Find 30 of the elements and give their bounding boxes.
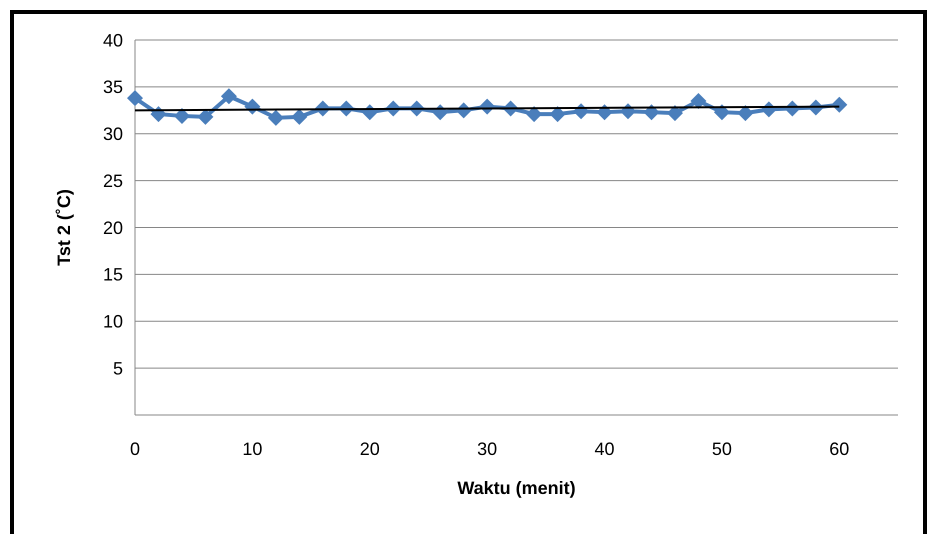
point [268,110,284,126]
y-tick-label: 35 [102,77,123,98]
x-tick-label: 20 [360,439,380,459]
x-tick-label: 30 [477,439,498,459]
y-tick-label: 10 [102,312,123,332]
point [127,90,143,106]
x-tick-label: 60 [829,439,850,459]
point [690,92,706,109]
point [291,108,308,125]
point [714,104,730,120]
y-tick-label: 40 [102,30,123,50]
y-tick-label: 20 [102,218,123,238]
point [197,108,214,125]
point [737,105,754,122]
x-tick-label: 50 [712,439,732,459]
y-tick-label: 5 [112,358,123,378]
point [220,88,237,104]
point [526,106,542,122]
x-axis-title: Waktu (menit) [457,478,576,498]
point [550,106,566,122]
y-tick-label: 25 [102,170,123,191]
point [174,108,190,124]
point [831,96,848,113]
y-tick-label: 15 [102,264,123,285]
x-tick-label: 10 [242,439,262,459]
y-tick-label: 30 [102,124,123,144]
y-axis-title: Tst 2 (˚C) [54,189,74,266]
x-tick-label: 40 [594,439,615,459]
point [666,105,683,122]
x-tick-label: 0 [130,439,140,459]
